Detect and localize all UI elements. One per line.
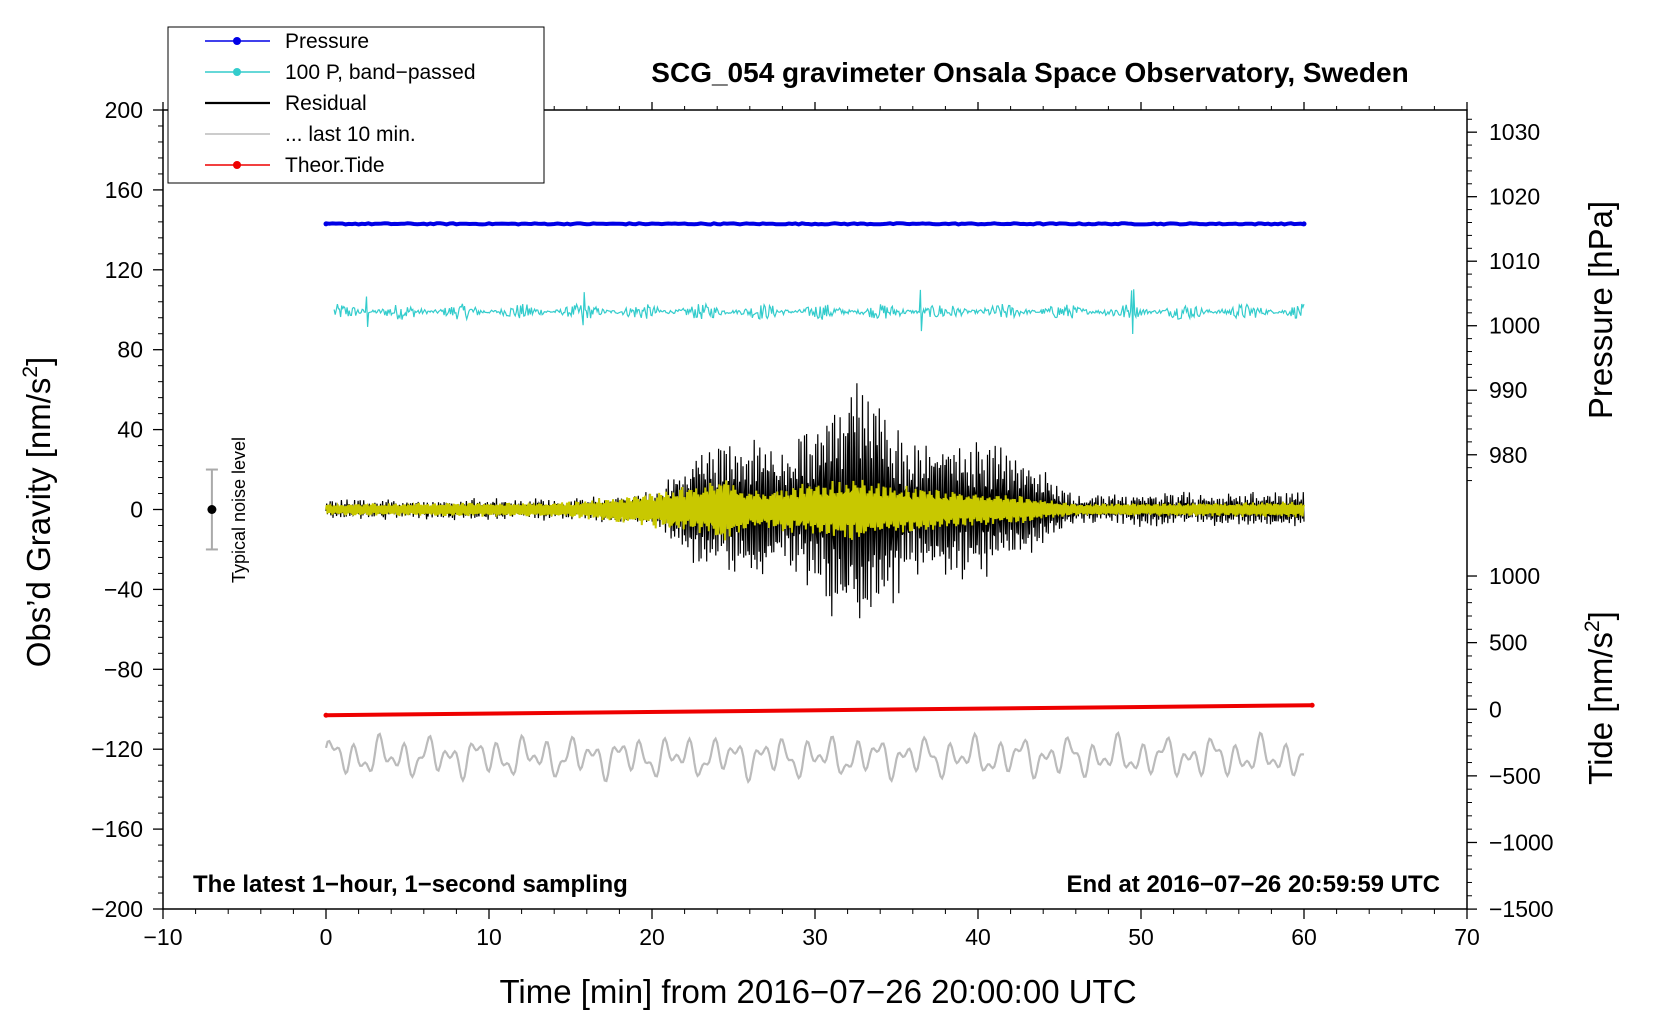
x-tick-label: 40 [965, 924, 991, 950]
y-tick-label: −120 [91, 736, 143, 762]
tide-tick-label: −500 [1489, 763, 1541, 789]
pressure-end-marker [1301, 221, 1307, 227]
bottom-left-note: The latest 1−hour, 1−second sampling [193, 871, 628, 898]
legend-box [167, 26, 545, 184]
y-axis-title-tide-close: ] [1582, 611, 1619, 620]
pressure-tick-label: 990 [1489, 377, 1527, 403]
series-pressure [325, 221, 1305, 227]
y-tick-label: 120 [105, 257, 143, 283]
tide-tick-label: −1500 [1489, 896, 1554, 922]
x-tick-label: 70 [1454, 924, 1480, 950]
legend-label: ... last 10 min. [285, 123, 416, 146]
legend-marker [233, 37, 241, 45]
x-tick-label: 20 [639, 924, 665, 950]
x-tick-label: 0 [320, 924, 333, 950]
y-tick-label: 0 [130, 497, 143, 523]
series-last-10-min [324, 730, 1305, 785]
y-tick-label: 40 [117, 417, 143, 443]
y-axis-title-gravity-sup: 2 [19, 366, 42, 378]
legend-marker [233, 161, 241, 169]
noise-label: Typical noise level [229, 437, 249, 583]
series-theor-tide [325, 703, 1313, 718]
y-tick-label: 200 [105, 97, 143, 123]
y-tick-label: −160 [91, 816, 143, 842]
pressure-tick-label: 1030 [1489, 119, 1540, 145]
x-tick-label: 50 [1128, 924, 1154, 950]
tide-tick-label: −1000 [1489, 829, 1554, 855]
series-layer [323, 221, 1315, 785]
pressure-tick-label: 980 [1489, 442, 1527, 468]
legend-label: Pressure [285, 30, 369, 53]
x-tick-label: 60 [1291, 924, 1317, 950]
tide-tick-label: 500 [1489, 630, 1527, 656]
legend: Pressure 100 P, band−passed Residual ... la… [167, 26, 545, 184]
bottom-right-note: End at 2016−07−26 20:59:59 UTC [1066, 871, 1440, 898]
legend-label: Residual [285, 92, 367, 115]
legend-label: Theor.Tide [285, 154, 385, 177]
y-axis-title-gravity-text: Obs’d Gravity [nm/s [20, 378, 57, 668]
tide-tick-label: 1000 [1489, 563, 1540, 589]
pressure-end-marker [323, 221, 329, 227]
tide-end-marker [323, 712, 329, 718]
y-tick-label: −80 [104, 656, 143, 682]
y-tick-label: −40 [104, 576, 143, 602]
legend-marker [233, 68, 241, 76]
y-axis-title-gravity-close: ] [20, 357, 57, 366]
noise-center-dot [207, 505, 217, 514]
legend-label: 100 P, band−passed [285, 61, 476, 84]
pressure-tick-label: 1000 [1489, 313, 1540, 339]
legend-items: Pressure 100 P, band−passed Residual ... la… [205, 30, 476, 177]
tide-end-marker [1309, 702, 1315, 708]
tide-tick-label: 0 [1489, 696, 1502, 722]
x-tick-label: 10 [476, 924, 502, 950]
y-tick-label: 160 [105, 177, 143, 203]
tick-labels: −10 0 10 20 30 40 50 60 7020016012080400−40−80−1… [91, 97, 1553, 950]
series-band-passed [333, 289, 1305, 335]
x-axis-title: Time [min] from 2016−07−26 20:00:00 UTC [499, 973, 1136, 1010]
series-residual-filtered [325, 479, 1305, 541]
x-tick-label: −10 [143, 924, 182, 950]
y-axis-title-gravity: Obs’d Gravity [nm/s2] [19, 357, 57, 668]
chart-title: SCG_054 gravimeter Onsala Space Observat… [651, 57, 1408, 88]
pressure-tick-label: 1020 [1489, 184, 1540, 210]
y-tick-label: −200 [91, 896, 143, 922]
y-tick-label: 80 [117, 337, 143, 363]
y-axis-title-tide-sup: 2 [1581, 620, 1604, 632]
y-axis-title-pressure: Pressure [hPa] [1582, 201, 1619, 419]
x-tick-label: 30 [802, 924, 828, 950]
noise-indicator [205, 468, 218, 551]
y-axis-title-tide: Tide [nm/s2] [1581, 611, 1619, 785]
y-axis-title-tide-text: Tide [nm/s [1582, 632, 1619, 785]
pressure-tick-label: 1010 [1489, 248, 1540, 274]
